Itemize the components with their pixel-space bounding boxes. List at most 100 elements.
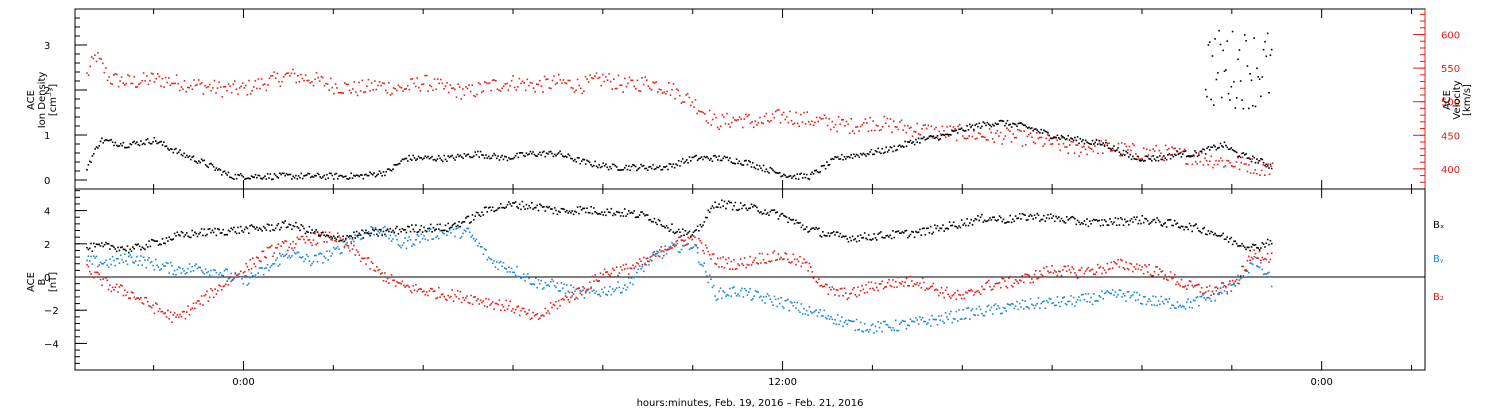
bx-point: [1141, 215, 1144, 217]
bx-point: [141, 246, 144, 249]
bz-point: [1020, 280, 1022, 282]
density-point: [652, 163, 654, 166]
velocity-point: [281, 80, 283, 83]
velocity-point: [564, 82, 566, 84]
by-point: [1140, 302, 1142, 305]
bx-point: [458, 221, 460, 223]
bz-point: [1105, 271, 1107, 274]
bz-point: [1270, 252, 1273, 254]
by-point: [335, 247, 338, 249]
by-point: [152, 264, 154, 267]
by-point: [514, 274, 517, 277]
density-point: [413, 157, 416, 159]
bx-point: [1025, 219, 1028, 221]
bz-point: [548, 312, 551, 315]
bx-point: [354, 237, 356, 239]
bz-point: [350, 242, 352, 245]
bx-point: [221, 232, 223, 234]
density-point: [1239, 80, 1242, 82]
bx-point: [1129, 219, 1131, 222]
by-point: [1090, 296, 1092, 299]
velocity-point: [160, 85, 162, 87]
velocity-point: [1218, 160, 1220, 162]
by-point: [655, 253, 657, 255]
by-point: [482, 253, 485, 256]
bx-point: [520, 208, 522, 211]
by-point: [625, 289, 627, 291]
bz-point: [219, 285, 222, 287]
by-point: [1252, 263, 1254, 265]
velocity-point: [144, 80, 146, 82]
bx-point: [301, 225, 304, 228]
by-point: [1041, 301, 1044, 303]
bx-point: [1184, 226, 1187, 228]
by-point: [1262, 273, 1265, 276]
by-point: [857, 329, 859, 331]
bz-point: [1037, 277, 1040, 279]
bx-point: [1132, 221, 1134, 223]
by-point: [660, 250, 662, 253]
density-point: [1217, 147, 1219, 149]
bz-point: [1153, 270, 1156, 273]
bx-point: [98, 243, 100, 246]
density-point: [400, 160, 402, 162]
density-point: [1245, 153, 1247, 155]
bz-point: [541, 314, 544, 316]
bz-point: [621, 269, 623, 271]
velocity-point: [397, 84, 400, 87]
velocity-point: [683, 101, 686, 103]
velocity-point: [413, 82, 415, 85]
bz-point: [559, 304, 561, 307]
velocity-point: [370, 82, 373, 84]
bz-point: [1213, 292, 1215, 295]
velocity-point: [591, 77, 593, 79]
velocity-point: [182, 88, 184, 90]
bz-point: [245, 262, 247, 265]
bz-point: [556, 307, 559, 310]
bz-point: [677, 236, 680, 239]
bx-point: [1082, 223, 1084, 225]
density-point: [1002, 120, 1005, 123]
density-point: [1250, 79, 1253, 82]
bx-point: [963, 222, 966, 225]
bx-point: [804, 228, 807, 230]
bx-point: [717, 206, 719, 208]
density-point: [680, 160, 683, 163]
bz-point: [424, 294, 427, 296]
velocity-point: [262, 84, 264, 86]
velocity-point: [97, 52, 99, 54]
bx-point: [599, 213, 602, 215]
velocity-point: [1150, 155, 1153, 158]
bx-point: [1090, 223, 1092, 225]
bz-point: [835, 289, 838, 291]
by-point: [1172, 304, 1175, 307]
velocity-point: [719, 125, 722, 128]
bx-point: [893, 236, 896, 239]
bx-point: [359, 234, 362, 236]
bx-point: [1049, 213, 1052, 215]
velocity-point: [1040, 136, 1043, 139]
by-point: [491, 262, 494, 264]
velocity-point: [293, 72, 296, 75]
bz-point: [87, 265, 90, 268]
bz-point: [758, 252, 761, 255]
bz-point: [975, 290, 978, 293]
bz-point: [660, 246, 662, 248]
density-point: [1230, 147, 1233, 149]
bx-point: [726, 202, 728, 205]
bx-point: [1084, 223, 1087, 226]
by-point: [293, 251, 296, 254]
density-point: [439, 157, 441, 159]
bz-point: [323, 241, 325, 243]
bx-point: [912, 231, 914, 233]
legend-bx: Bₓ: [1433, 220, 1444, 231]
density-point: [1148, 158, 1150, 160]
velocity-point: [100, 58, 102, 60]
velocity-point: [1001, 143, 1003, 145]
density-point: [1208, 41, 1211, 43]
bx-point: [549, 208, 552, 210]
by-point: [262, 273, 265, 276]
velocity-point: [457, 83, 459, 85]
density-point: [124, 146, 126, 149]
density-point: [196, 162, 199, 164]
